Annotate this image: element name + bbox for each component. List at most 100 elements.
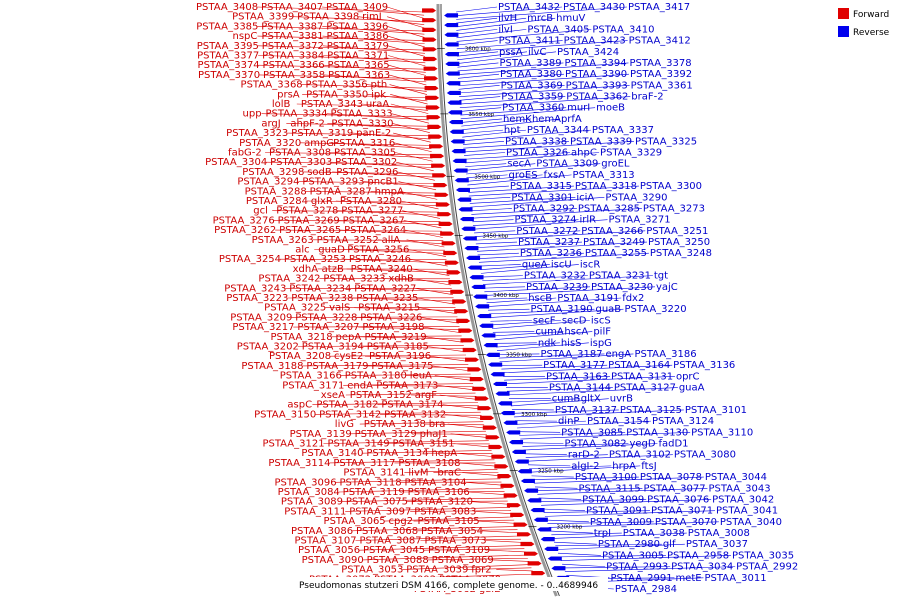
- reverse-gene-label: PSTAA_3337: [592, 125, 654, 136]
- forward-leader-line: [430, 356, 468, 361]
- reverse-gene-arrow: [444, 13, 458, 17]
- reverse-gene-label: ispG: [590, 338, 612, 349]
- reverse-gene-label: hemK: [503, 114, 532, 125]
- reverse-gene-label: metE: [675, 573, 701, 584]
- forward-gene-arrow: [531, 571, 545, 575]
- reverse-leader-line: [528, 465, 570, 466]
- reverse-gene-label: PSTAA_3091: [586, 506, 648, 517]
- forward-leader-line: [428, 347, 466, 352]
- forward-leader-line: [421, 317, 459, 323]
- forward-gene-arrow: [439, 222, 453, 226]
- reverse-leader-line: [480, 264, 521, 266]
- reverse-gene-arrow: [449, 120, 463, 124]
- reverse-gene-label: PSTAA_3131: [611, 371, 673, 382]
- reverse-gene-label: PSTAA_3392: [630, 69, 692, 80]
- forward-gene-label: upp: [243, 109, 262, 120]
- reverse-gene-label: PSTAA_3326: [506, 148, 568, 159]
- reverse-gene-label: PSTAA_3034: [671, 562, 733, 573]
- reverse-gene-label: cumA: [535, 327, 564, 338]
- reverse-gene-label: PSTAA_3389: [499, 58, 561, 69]
- forward-gene-arrow: [488, 445, 502, 449]
- forward-gene-arrow: [514, 523, 528, 527]
- reverse-gene-label: PSTAA_3110: [691, 427, 753, 438]
- reverse-gene-label: tgt: [654, 271, 668, 282]
- reverse-leader-line: [469, 197, 510, 199]
- reverse-gene-label: PSTAA_3315: [510, 181, 572, 192]
- forward-gene-arrow: [465, 358, 479, 362]
- reverse-gene-arrow: [444, 33, 458, 37]
- reverse-gene-arrow: [527, 498, 541, 502]
- forward-gene-label: PSTAA_3254: [219, 254, 281, 265]
- forward-leader-line: [391, 104, 428, 114]
- reverse-leader-line: [465, 164, 506, 167]
- reverse-gene-label: groEL: [601, 159, 630, 170]
- reverse-gene-arrow: [506, 430, 520, 434]
- forward-gene-arrow: [507, 503, 521, 507]
- reverse-leader-line: [518, 432, 560, 433]
- reverse-gene-arrow: [515, 459, 529, 463]
- reverse-gene-label: hrpA: [612, 461, 636, 472]
- reverse-gene-label: ilvC: [528, 47, 546, 58]
- reverse-leader-line: [546, 520, 589, 522]
- reverse-leader-line: [488, 309, 529, 310]
- forward-gene-arrow: [494, 464, 508, 468]
- reverse-gene-label: PSTAA_3130: [626, 427, 688, 438]
- reverse-gene-arrow: [456, 188, 470, 192]
- reverse-gene-label: PSTAA_3249: [583, 237, 645, 248]
- reverse-leader-line: [495, 343, 537, 344]
- reverse-leader-line: [462, 130, 503, 133]
- forward-gene-arrow: [442, 241, 456, 245]
- reverse-leader-line: [474, 231, 515, 233]
- tick-label: 3200 kbp: [556, 525, 582, 531]
- legend-label-forward: Forward: [853, 10, 889, 20]
- reverse-leader-line: [476, 242, 517, 244]
- forward-gene-arrow: [435, 193, 449, 197]
- reverse-gene-label: hisS: [561, 338, 582, 349]
- reverse-gene-label: PSTAA_3044: [705, 472, 767, 483]
- forward-gene-arrow: [458, 329, 472, 333]
- reverse-gene-label: yegD: [629, 439, 655, 450]
- forward-gene-arrow: [486, 435, 500, 439]
- reverse-gene-arrow: [444, 23, 458, 27]
- forward-gene-arrow: [422, 8, 436, 12]
- reverse-gene-label: groES: [509, 170, 538, 181]
- reverse-gene-arrow: [512, 450, 526, 454]
- reverse-gene-arrow: [446, 71, 460, 75]
- reverse-gene-label: PSTAA_3394: [564, 58, 626, 69]
- reverse-gene-label: ilvH: [498, 13, 517, 24]
- forward-gene-arrow: [429, 144, 443, 148]
- reverse-gene-label: PSTAA_3410: [592, 24, 654, 35]
- forward-leader-line: [392, 114, 430, 123]
- reverse-gene-arrow: [470, 275, 484, 279]
- reverse-gene-label: oprC: [676, 371, 700, 382]
- reverse-gene-arrow: [488, 362, 502, 366]
- reverse-gene-label: PSTAA_3285: [578, 203, 640, 214]
- reverse-gene-arrow: [451, 139, 465, 143]
- forward-gene-arrow: [524, 552, 538, 556]
- reverse-gene-label: PSTAA_3369: [501, 80, 563, 91]
- forward-gene-arrow: [483, 426, 497, 430]
- reverse-gene-label: hscA: [564, 327, 588, 338]
- reverse-gene-label: algI-2: [571, 461, 599, 472]
- reverse-gene-label: mrcB: [527, 13, 553, 24]
- reverse-gene-label: PSTAA_3082: [564, 439, 626, 450]
- reverse-leader-line: [482, 276, 523, 277]
- reverse-gene-label: PSTAA_3154: [587, 416, 649, 427]
- reverse-gene-label: PSTAA_3424: [557, 47, 619, 58]
- forward-gene-arrow: [520, 542, 534, 546]
- reverse-gene-label: PSTAA_3102: [609, 450, 671, 461]
- reverse-gene-label: PSTAA_3011: [704, 573, 766, 584]
- reverse-leader-line: [554, 542, 597, 544]
- reverse-gene-arrow: [468, 265, 482, 269]
- reverse-leader-line: [458, 74, 499, 78]
- reverse-gene-label: PSTAA_3360: [502, 103, 564, 114]
- reverse-gene-label: iciA: [576, 192, 594, 203]
- reverse-gene-label: PSTAA_3037: [686, 539, 748, 550]
- reverse-leader-line: [539, 498, 582, 499]
- reverse-gene-label: PSTAA_3191: [557, 293, 619, 304]
- reverse-gene-label: PSTAA_3423: [564, 36, 626, 47]
- reverse-leader-line: [463, 141, 504, 144]
- reverse-gene-label: PSTAA_2991: [610, 573, 672, 584]
